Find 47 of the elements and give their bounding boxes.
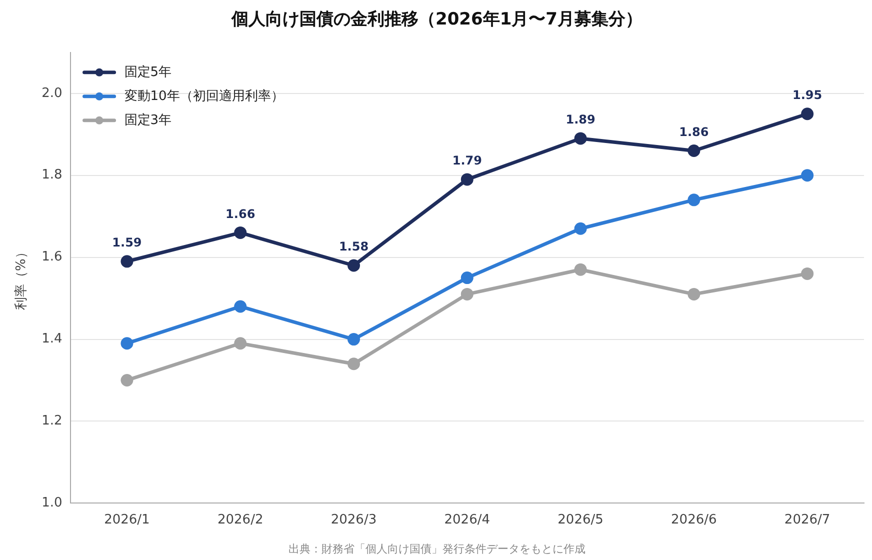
x-tick-label: 2026/7 [784,512,830,528]
x-tick-label: 2026/6 [671,512,717,528]
point [460,272,474,284]
x-tick-label: 2026/1 [104,512,150,528]
point [120,255,134,268]
y-tick-label: 2.0 [42,86,62,101]
point [460,173,474,186]
point [348,259,360,272]
point [574,263,587,276]
point [120,337,134,350]
point [348,333,360,346]
x-tick-label: 2026/2 [217,512,264,528]
point [460,288,474,300]
legend-label: 固定5年 [124,64,172,80]
point [801,108,814,120]
source-note: 出典：財務省「個人向け国債」発行条件データをもとに作成 [288,542,586,556]
y-axis-title: 利率（%） [13,246,30,310]
data-label: 1.79 [452,154,482,168]
y-tick-label: 1.0 [42,496,62,511]
y-tick-label: 1.2 [42,414,62,429]
point [688,194,700,206]
point [234,300,247,313]
point [234,337,247,350]
y-tick-label: 1.6 [42,250,62,265]
point [688,144,700,158]
point [574,132,587,145]
chart-title: 個人向け国債の金利推移（2026年1月〜7月募集分） [230,10,642,30]
data-label: 1.59 [112,236,142,250]
x-tick-label: 2026/3 [330,512,377,528]
data-label: 1.66 [226,206,256,221]
data-label: 1.89 [566,112,596,127]
point [688,288,700,300]
data-label: 1.58 [338,240,369,254]
point [574,222,587,235]
point [234,226,247,239]
legend-label: 固定3年 [124,112,172,128]
point [801,267,814,280]
point [120,374,134,387]
legend-label: 変動10年（初回適用利率） [124,88,284,104]
point [348,358,360,370]
data-label: 1.86 [679,124,709,139]
point [801,169,814,182]
x-tick-label: 2026/5 [558,512,604,528]
x-tick-label: 2026/4 [444,512,490,528]
y-tick-label: 1.4 [42,332,62,347]
y-tick-label: 1.8 [42,168,62,183]
data-label: 1.95 [792,88,822,102]
